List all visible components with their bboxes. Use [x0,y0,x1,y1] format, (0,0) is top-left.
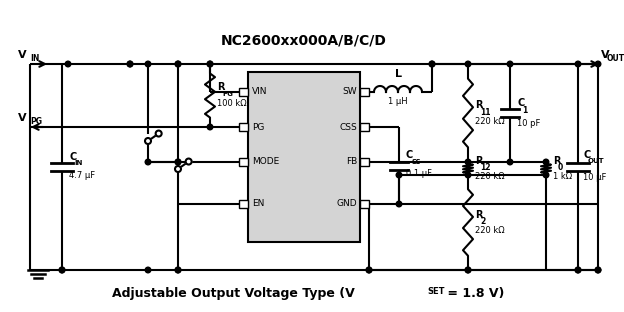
Circle shape [65,61,71,67]
Circle shape [575,267,581,273]
Circle shape [175,166,181,172]
Text: V: V [601,50,610,60]
Text: 11: 11 [480,108,490,117]
Circle shape [366,267,372,273]
Circle shape [544,159,548,165]
Text: V: V [18,113,27,123]
Circle shape [396,172,402,178]
Text: OUT: OUT [588,158,605,164]
Text: NC2600xx000A/B/C/D: NC2600xx000A/B/C/D [221,33,387,47]
Text: 12: 12 [480,163,490,173]
Text: C: C [406,150,413,160]
Text: PG: PG [30,117,42,126]
Circle shape [127,61,133,67]
Text: OUT: OUT [607,54,624,63]
Bar [360,158,369,166]
Text: = 1.8 V): = 1.8 V) [443,287,504,300]
Text: C: C [517,98,524,108]
Circle shape [507,159,513,165]
Circle shape [145,61,151,67]
Circle shape [466,172,470,178]
Text: FB: FB [346,158,357,167]
Text: 220 kΩ: 220 kΩ [475,116,505,125]
Text: 100 kΩ: 100 kΩ [217,99,246,108]
Circle shape [175,159,181,165]
Text: V: V [18,50,27,60]
Circle shape [175,61,181,67]
Circle shape [595,61,601,67]
Text: C: C [583,150,590,160]
Text: 1 kΩ: 1 kΩ [553,172,572,181]
Circle shape [175,61,181,67]
Text: 220 kΩ: 220 kΩ [475,172,505,181]
Circle shape [595,267,601,273]
Text: SW: SW [343,87,357,96]
Circle shape [186,158,192,164]
Circle shape [575,267,581,273]
Text: SET: SET [427,286,444,295]
Bar [360,88,369,96]
Circle shape [175,267,181,273]
Text: IN: IN [30,54,39,63]
Text: 2: 2 [480,217,485,227]
Text: EN: EN [252,199,265,208]
Text: R: R [217,82,225,92]
Circle shape [366,267,372,273]
Circle shape [466,159,470,165]
Text: 0.1 μF: 0.1 μF [406,169,432,178]
Text: R: R [475,155,482,165]
Circle shape [145,138,151,144]
Text: PG: PG [252,123,265,131]
Circle shape [396,201,402,207]
Text: R: R [475,209,482,220]
Text: R: R [553,155,560,165]
Circle shape [59,267,65,273]
Text: 4.7 μF: 4.7 μF [69,170,95,179]
Bar [239,200,248,208]
Text: Adjustable Output Voltage Type (V: Adjustable Output Voltage Type (V [112,287,355,300]
Bar [360,123,369,131]
Circle shape [155,130,162,137]
Text: IN: IN [74,160,82,166]
Text: L: L [394,69,401,79]
Circle shape [127,61,133,67]
Text: MODE: MODE [252,158,280,167]
Text: SS: SS [411,158,421,164]
Circle shape [595,267,601,273]
Circle shape [429,61,435,67]
Text: 1 μH: 1 μH [388,97,408,106]
Circle shape [466,267,470,273]
Text: 10 μF: 10 μF [583,173,607,182]
Circle shape [207,124,213,130]
Bar [239,158,248,166]
Text: 10 pF: 10 pF [517,119,540,128]
Bar [248,72,360,242]
Circle shape [207,61,213,67]
Circle shape [59,267,65,273]
Bar [239,88,248,96]
Circle shape [507,61,513,67]
Text: R: R [475,100,482,110]
Text: C: C [69,152,76,162]
Text: 0: 0 [558,163,563,173]
Circle shape [575,61,581,67]
Text: VIN: VIN [252,87,268,96]
Circle shape [175,267,181,273]
Circle shape [544,172,548,178]
Text: CSS: CSS [339,123,357,131]
Text: 220 kΩ: 220 kΩ [475,226,505,235]
Text: PG: PG [222,90,233,96]
Text: 1: 1 [522,106,527,115]
Circle shape [175,159,181,165]
Bar [360,200,369,208]
Circle shape [145,267,151,273]
Circle shape [207,61,213,67]
Circle shape [466,267,470,273]
Circle shape [466,61,470,67]
Bar [239,123,248,131]
Circle shape [429,61,435,67]
Circle shape [145,159,151,165]
Text: GND: GND [336,199,357,208]
